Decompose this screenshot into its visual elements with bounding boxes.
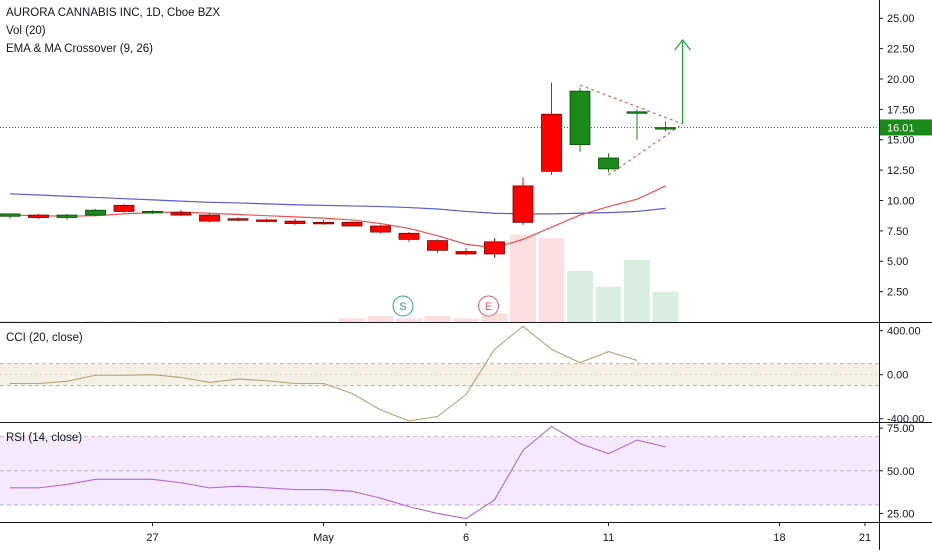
candle-body [626, 111, 648, 114]
price-axis-tick-label: 17.50 [887, 104, 915, 116]
time-axis-tick-label: May [313, 532, 334, 544]
candle-body [455, 251, 477, 255]
candle-body [427, 240, 448, 251]
price-axis-tick-label: 20.00 [887, 74, 915, 86]
price-axis-tick-label: 22.50 [887, 44, 915, 56]
volume-bar [652, 291, 679, 322]
volume-bar [225, 321, 251, 322]
volume-bar [424, 315, 451, 322]
price-axis-tick-label: 15.00 [887, 135, 915, 147]
rsi-axis-tick-label: 25.00 [887, 508, 915, 520]
volume-bar [82, 321, 109, 322]
rsi-axis-tick-label: 75.00 [887, 423, 915, 435]
triangle-lower-line [608, 123, 683, 176]
volume-bar [367, 315, 394, 322]
triangle-upper-line [579, 84, 683, 125]
event-marker-s [392, 295, 414, 317]
volume-bar [0, 321, 23, 322]
candle-body [598, 157, 619, 170]
candle-body [655, 127, 676, 130]
price-axis-tick-label: 10.00 [887, 195, 915, 207]
candle-body [341, 221, 363, 227]
volume-bar [624, 260, 650, 322]
breakout-arrow-head [674, 39, 692, 51]
candle-body [170, 212, 192, 216]
time-axis-tick-label: 6 [463, 532, 469, 544]
volume-bar [510, 234, 536, 322]
price-axis-tick-label: 25.00 [887, 13, 915, 25]
candle-body [28, 214, 49, 218]
candle-body [199, 214, 220, 222]
volume-bar [339, 318, 365, 322]
cci-pane-title: CCI (20, close) [6, 332, 83, 344]
cci-line [10, 325, 638, 422]
price-axis-tick-label: 7.50 [887, 226, 908, 238]
event-marker-label: S [399, 301, 406, 313]
cci-band [0, 363, 879, 386]
volume-bar [196, 321, 223, 322]
time-axis-tick-label: 11 [603, 532, 614, 544]
volume-bar [567, 270, 593, 322]
candle-body [56, 214, 78, 218]
volume-bar [253, 321, 280, 322]
volume-bar [595, 286, 622, 322]
volume-bar [481, 313, 508, 322]
cci-axis-tick-label: -400.00 [887, 414, 924, 426]
candle-body [484, 241, 505, 255]
candle-body [284, 220, 306, 224]
volume-bar [282, 321, 308, 322]
volume-bar [54, 321, 80, 322]
volume-bar [111, 321, 137, 322]
time-axis-tick-label: 18 [773, 532, 785, 544]
candle-body [541, 113, 562, 172]
ema-9-line [9, 185, 666, 249]
candle-body [512, 185, 534, 223]
rsi-line [10, 425, 666, 520]
candle-body [142, 211, 163, 214]
volume-bar [538, 238, 565, 322]
candle-body [313, 221, 334, 225]
candle-body [569, 90, 591, 145]
event-marker-e [478, 295, 499, 317]
rsi-pane-title: RSI (14, close) [6, 432, 83, 444]
cci-axis-tick-label: 0.00 [887, 370, 908, 382]
time-axis-tick-label: 27 [146, 532, 158, 544]
volume-bar [310, 321, 337, 322]
time-axis-tick-label: 21 [859, 532, 871, 544]
volume-bar [168, 321, 194, 322]
main-chart-title: AURORA CANNABIS INC, 1D, Cboe BZX [6, 7, 221, 19]
price-axis-tick-label: 12.50 [887, 165, 915, 177]
last-price-badge-label: 16.01 [887, 122, 915, 134]
candle-body [113, 204, 135, 212]
volume-bar [453, 318, 479, 322]
ema-ma-indicator-label: EMA & MA Crossover (9, 26) [6, 43, 153, 55]
volume-bar [139, 321, 166, 322]
volume-indicator-label: Vol (20) [6, 25, 46, 37]
volume-bar [25, 321, 52, 322]
price-axis-tick-label: 5.00 [887, 256, 908, 268]
ma-26-line [9, 193, 666, 215]
rsi-band [0, 436, 879, 505]
rsi-axis-tick-label: 50.00 [887, 466, 915, 478]
volume-bar [396, 318, 422, 322]
price-axis-tick-label: 2.50 [887, 287, 908, 299]
candle-body [85, 209, 106, 216]
event-marker-label: E [485, 301, 492, 313]
candle-body [227, 218, 249, 221]
candle-body [256, 219, 277, 222]
candle-body [398, 232, 420, 240]
cci-axis-tick-label: 400.00 [887, 326, 921, 338]
last-price-badge [880, 119, 932, 136]
candle-body [370, 225, 391, 233]
candle-body [0, 213, 21, 217]
